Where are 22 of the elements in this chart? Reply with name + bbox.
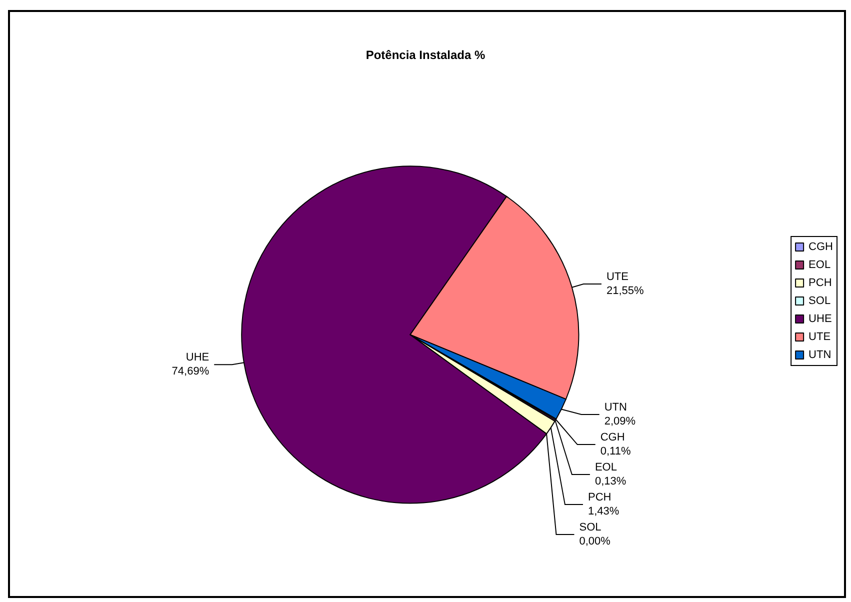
- chart-title: Potência Instalada %: [366, 48, 486, 62]
- slice-label: EOL: [594, 462, 617, 474]
- legend-label: EOL: [808, 259, 831, 271]
- data-label: 1,43%: [588, 506, 620, 518]
- slice-label: PCH: [588, 492, 612, 504]
- slice-label: UTE: [606, 270, 628, 283]
- category-label: SOL: [579, 522, 602, 534]
- data-label: 0,11%: [600, 446, 631, 458]
- slice-label: CGH: [600, 432, 625, 444]
- data-label: 0,13%: [594, 476, 626, 488]
- data-label: 74,69%: [172, 366, 210, 378]
- legend-label: CGH: [808, 241, 834, 253]
- text: 0,00%: [579, 536, 610, 548]
- legend-label: UHE: [808, 313, 832, 325]
- data-label: 21,55%: [606, 284, 644, 297]
- legend-label: UTN: [808, 349, 832, 361]
- legend-label: UTE: [808, 331, 831, 343]
- legend-label: SOL: [808, 295, 831, 307]
- data-label: 2,09%: [604, 416, 636, 428]
- legend-label: PCH: [808, 277, 832, 289]
- slice-label: UTN: [604, 402, 628, 414]
- slice-label: UHE: [186, 352, 210, 364]
